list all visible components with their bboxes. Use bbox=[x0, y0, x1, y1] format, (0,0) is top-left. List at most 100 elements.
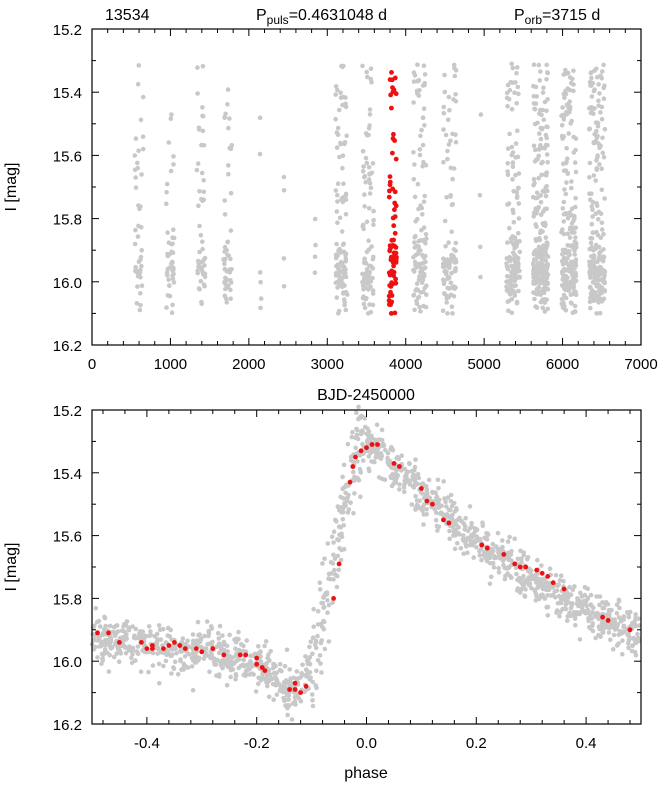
bottom-grey-point bbox=[165, 633, 170, 638]
bottom-grey-point bbox=[580, 601, 585, 607]
bottom-grey-point bbox=[336, 537, 342, 543]
bottom-red-point bbox=[172, 640, 177, 645]
bottom-red-point bbox=[561, 586, 567, 592]
top-red-point bbox=[387, 182, 393, 188]
bottom-grey-point bbox=[512, 536, 517, 542]
bottom-grey-point bbox=[277, 661, 283, 667]
top-grey-point bbox=[365, 271, 371, 276]
top-grey-point bbox=[509, 61, 514, 67]
bottom-red-point bbox=[539, 570, 545, 576]
bottom-grey-point bbox=[204, 651, 209, 657]
bottom-grey-point bbox=[521, 573, 526, 579]
bottom-grey-point bbox=[533, 598, 539, 603]
bottom-grey-point bbox=[469, 520, 474, 526]
top-grey-point bbox=[418, 133, 423, 139]
top-grey-point bbox=[342, 302, 347, 308]
bottom-grey-point bbox=[414, 472, 420, 478]
top-grey-point bbox=[228, 280, 234, 285]
top-grey-point bbox=[513, 283, 518, 288]
top-grey-point bbox=[538, 69, 543, 74]
top-grey-point bbox=[544, 152, 550, 157]
bottom-grey-point bbox=[255, 681, 261, 687]
top-grey-point bbox=[333, 255, 339, 261]
top-red-point bbox=[393, 156, 399, 162]
bottom-grey-point bbox=[426, 477, 432, 483]
top-grey-point bbox=[420, 163, 425, 169]
bottom-grey-point bbox=[519, 559, 524, 565]
top-grey-point bbox=[450, 311, 455, 316]
bottom-grey-point bbox=[220, 633, 225, 638]
bottom-grey-point bbox=[241, 643, 246, 649]
top-panel: 0 1000 2000 3000 4000 5000 6000 7000 15.215.415… bbox=[3, 7, 658, 404]
bottom-grey-point bbox=[557, 613, 562, 619]
top-grey-point bbox=[595, 259, 600, 265]
bottom-grey-point bbox=[545, 593, 550, 598]
bottom-grey-point bbox=[313, 683, 319, 688]
bottom-grey-point bbox=[117, 635, 123, 641]
top-grey-point bbox=[598, 110, 603, 115]
bottom-grey-point bbox=[614, 610, 620, 616]
top-grey-point bbox=[453, 92, 458, 97]
bottom-grey-point bbox=[215, 630, 221, 636]
top-grey-point bbox=[412, 162, 417, 167]
bottom-grey-point bbox=[312, 642, 318, 647]
bottom-red-point bbox=[512, 561, 518, 567]
top-grey-point bbox=[572, 160, 578, 165]
bottom-grey-point bbox=[390, 465, 396, 471]
top-grey-point bbox=[516, 201, 522, 206]
top-red-point bbox=[392, 310, 398, 316]
top-grey-point bbox=[312, 270, 318, 276]
top-grey-point bbox=[366, 206, 372, 211]
bottom-grey-point bbox=[620, 651, 625, 657]
bottom-grey-point bbox=[348, 500, 353, 506]
bottom-grey-point bbox=[535, 557, 540, 563]
top-grey-point bbox=[540, 305, 546, 311]
bottom-grey-point bbox=[148, 633, 154, 638]
bottom-grey-point bbox=[359, 428, 365, 434]
bottom-grey-point bbox=[437, 503, 443, 509]
bottom-grey-point bbox=[626, 633, 632, 639]
bottom-grey-point bbox=[414, 502, 420, 508]
bottom-grey-point bbox=[195, 619, 201, 625]
bottom-grey-point bbox=[310, 651, 315, 657]
top-grey-point bbox=[573, 195, 578, 201]
top-grey-point bbox=[165, 273, 170, 278]
top-grey-point bbox=[334, 209, 340, 214]
top-grey-point bbox=[561, 257, 566, 263]
top-grey-point bbox=[504, 95, 510, 101]
bottom-red-point bbox=[254, 661, 260, 667]
bottom-grey-point bbox=[601, 605, 607, 611]
top-grey-point bbox=[364, 219, 370, 225]
top-grey-point bbox=[588, 83, 593, 88]
bottom-grey-point bbox=[373, 450, 379, 456]
top-x-tick-label: 0 bbox=[88, 356, 96, 373]
top-grey-point bbox=[594, 158, 599, 163]
top-grey-point bbox=[451, 166, 457, 171]
bottom-grey-point bbox=[116, 647, 122, 652]
bottom-grey-point bbox=[467, 542, 473, 548]
top-grey-point bbox=[505, 266, 511, 272]
bottom-grey-point bbox=[341, 523, 347, 528]
pulsation-period-label: Ppuls=0.4631048 d bbox=[256, 7, 387, 27]
top-grey-point bbox=[532, 275, 537, 281]
top-grey-point bbox=[132, 167, 138, 173]
bottom-grey-point bbox=[421, 522, 426, 527]
top-grey-point bbox=[341, 297, 347, 302]
bottom-grey-point bbox=[345, 441, 351, 447]
top-grey-point bbox=[363, 155, 369, 161]
bottom-grey-point bbox=[621, 624, 626, 630]
top-grey-point bbox=[505, 202, 510, 207]
top-grey-point bbox=[536, 62, 542, 68]
top-grey-point bbox=[539, 246, 545, 252]
top-grey-point bbox=[573, 235, 578, 240]
top-grey-point bbox=[568, 268, 574, 274]
bottom-grey-point bbox=[217, 623, 223, 629]
top-grey-point bbox=[589, 263, 595, 268]
top-grey-point bbox=[422, 72, 428, 77]
top-grey-point bbox=[420, 289, 426, 295]
top-grey-point bbox=[337, 215, 343, 221]
top-grey-point bbox=[136, 63, 142, 68]
top-grey-point bbox=[202, 263, 207, 268]
bottom-grey-point bbox=[155, 638, 160, 644]
top-grey-point bbox=[568, 292, 574, 298]
